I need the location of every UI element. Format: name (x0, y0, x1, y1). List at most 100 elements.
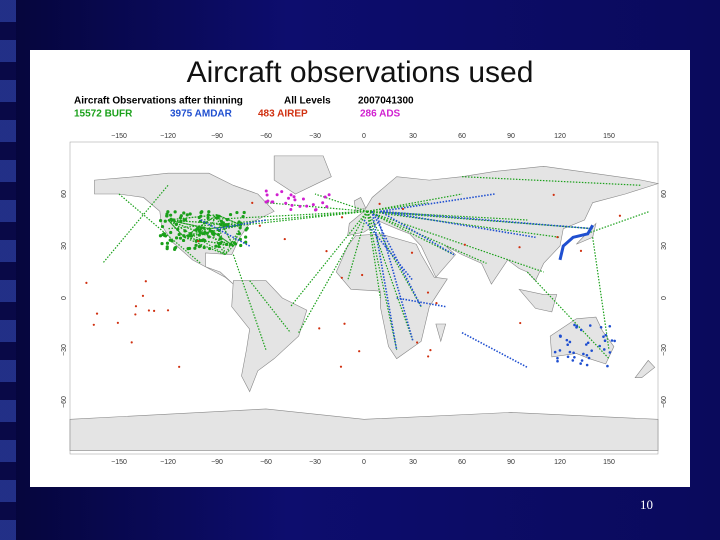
obs-point (293, 198, 297, 202)
obs-point (340, 216, 344, 219)
landmass (335, 233, 448, 360)
lon-label-bottom: 120 (554, 459, 566, 466)
lon-label-bottom: −150 (111, 459, 127, 466)
landmass (576, 222, 597, 245)
obs-point (325, 250, 328, 253)
obs-point (181, 238, 186, 243)
legend-count: 3975 AMDAR (170, 109, 233, 120)
obs-point (565, 338, 569, 342)
flight-track (366, 211, 381, 299)
obs-point (217, 214, 221, 218)
obs-point (314, 208, 318, 212)
obs-point (219, 223, 223, 227)
flight-track (216, 214, 226, 255)
obs-point (178, 216, 183, 220)
lon-label-top: −60 (260, 133, 272, 140)
obs-point (244, 240, 248, 244)
obs-point (608, 351, 612, 354)
obs-point (153, 309, 156, 312)
obs-point (219, 241, 223, 245)
obs-point (568, 340, 572, 344)
landmass (634, 359, 656, 379)
flight-track (367, 193, 463, 212)
obs-point (287, 196, 291, 200)
obs-point (193, 246, 197, 250)
landmass (94, 172, 275, 285)
landmass (435, 323, 447, 343)
lon-label-top: 90 (507, 133, 515, 140)
lon-label-bottom: 30 (409, 459, 417, 466)
obs-point (559, 335, 562, 338)
obs-point (161, 233, 165, 237)
flight-track (200, 219, 251, 247)
obs-point (556, 356, 559, 360)
obs-point (206, 213, 210, 217)
lat-label-right: −30 (661, 344, 668, 356)
lat-label-left: 60 (61, 190, 68, 198)
obs-point (169, 213, 173, 217)
obs-point (610, 339, 614, 342)
obs-point (197, 240, 200, 243)
obs-point (225, 223, 229, 227)
obs-point (177, 232, 181, 237)
flight-track (376, 214, 414, 342)
flight-track (102, 184, 169, 264)
flight-track (366, 211, 414, 342)
obs-point (275, 193, 279, 197)
lon-label-bottom: 150 (603, 459, 615, 466)
lon-label-top: 60 (458, 133, 466, 140)
page-number: 10 (640, 497, 653, 512)
obs-point (174, 236, 179, 240)
obs-point (343, 322, 346, 325)
obs-point (339, 365, 343, 368)
obs-point (211, 229, 215, 234)
obs-point (224, 242, 229, 247)
obs-point (208, 246, 212, 251)
obs-point (163, 219, 167, 223)
obs-point (202, 245, 206, 250)
obs-point (572, 351, 575, 355)
obs-point (92, 323, 95, 326)
obs-point (579, 249, 583, 252)
flight-track (290, 210, 368, 308)
lon-label-bottom: −120 (160, 459, 176, 466)
obs-point (604, 333, 608, 337)
obs-point (189, 231, 193, 236)
flight-track (224, 224, 243, 255)
flight-track (167, 219, 226, 256)
lat-label-left: 0 (61, 296, 68, 300)
flight-track (208, 228, 226, 255)
obs-point (182, 218, 186, 222)
lon-label-top: 120 (554, 133, 566, 140)
flight-track (461, 331, 528, 369)
obs-point (305, 204, 309, 208)
obs-point (599, 325, 603, 329)
obs-point (602, 348, 606, 351)
obs-point (566, 355, 570, 359)
obs-point (165, 241, 170, 245)
obs-point (270, 200, 274, 204)
obs-point (169, 230, 173, 235)
obs-point (427, 355, 430, 358)
obs-point (165, 214, 169, 218)
flight-track (367, 210, 487, 264)
flight-track (366, 211, 398, 351)
obs-point (301, 197, 305, 201)
obs-point (212, 232, 216, 236)
obs-point (169, 217, 173, 221)
obs-point (199, 226, 203, 230)
landmass (347, 165, 660, 285)
legend-levels: All Levels (284, 96, 331, 107)
obs-point (571, 359, 575, 362)
obs-point (323, 195, 327, 199)
lon-label-bottom: −90 (211, 459, 223, 466)
lon-label-top: 30 (409, 133, 417, 140)
obs-point (95, 312, 99, 315)
flight-track (367, 210, 561, 238)
obs-point (199, 214, 203, 218)
lat-label-right: 30 (661, 242, 668, 250)
landmass (69, 408, 659, 451)
legend-count: 286 ADS (360, 109, 401, 120)
obs-point (208, 229, 212, 233)
